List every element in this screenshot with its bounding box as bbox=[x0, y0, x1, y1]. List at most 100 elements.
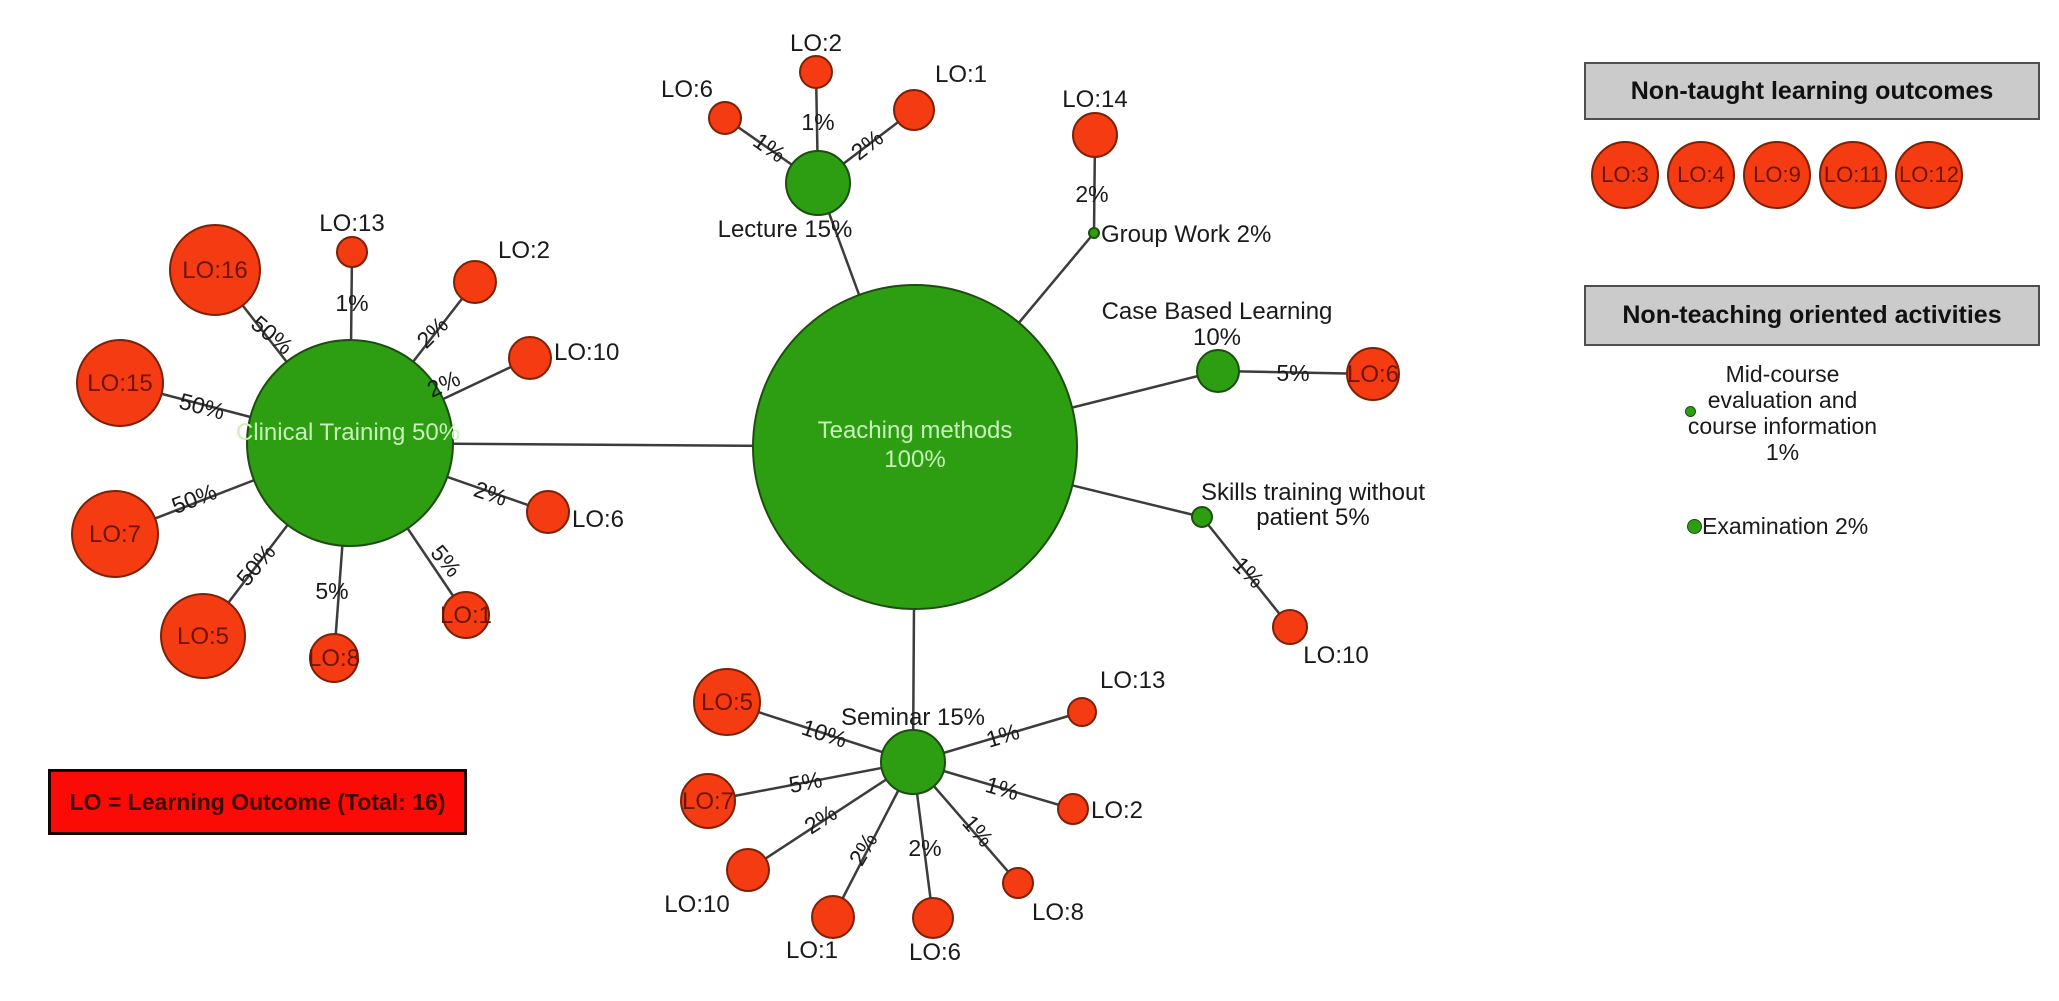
node-label-line: LO:10 bbox=[554, 339, 619, 366]
node-c_lo13-label: LO:13 bbox=[319, 210, 384, 237]
node-c_lo2-label: LO:2 bbox=[498, 237, 550, 264]
node-l_lo6-label: LO:6 bbox=[661, 76, 713, 103]
node-c_lo15-label: LO:15 bbox=[87, 370, 152, 397]
non-taught-outcome-label: LO:9 bbox=[1753, 162, 1801, 187]
non-taught-outcome-label: LO:12 bbox=[1899, 162, 1959, 187]
edge-label: 5% bbox=[787, 766, 825, 798]
edge-label: 1% bbox=[957, 810, 998, 852]
node-se_lo2-label: LO:2 bbox=[1091, 797, 1143, 824]
node-label-line: LO:13 bbox=[319, 210, 384, 237]
node-label-line: Case Based Learning bbox=[1102, 298, 1333, 325]
node-se_lo7-circle bbox=[680, 773, 736, 829]
edge-seminar-se_lo7 bbox=[707, 760, 914, 803]
edge-label: 1% bbox=[983, 718, 1022, 753]
edge-label: 50% bbox=[231, 539, 281, 591]
edge-label: 2% bbox=[471, 476, 511, 511]
node-g_lo14-circle bbox=[1072, 112, 1118, 158]
node-clinical-circle bbox=[246, 339, 454, 547]
node-label-line: LO:7 bbox=[682, 788, 734, 815]
node-cb_lo6-label: LO:6 bbox=[1347, 361, 1399, 388]
node-se_lo10-circle bbox=[726, 848, 770, 892]
node-groupwork-label: Group Work 2% bbox=[1101, 221, 1271, 248]
node-se_lo8-label: LO:8 bbox=[1032, 899, 1084, 926]
node-se_lo5-label: LO:5 bbox=[701, 689, 753, 716]
node-se_lo6-circle bbox=[912, 897, 954, 939]
node-label-line: Skills training without bbox=[1201, 479, 1425, 506]
node-lecture-label: Lecture 15% bbox=[718, 216, 853, 243]
node-c_lo1-circle bbox=[442, 591, 490, 639]
non-taught-outcome-circle: LO:12 bbox=[1895, 141, 1963, 209]
node-label-line: Teaching methods bbox=[818, 417, 1013, 444]
node-label-line: LO:1 bbox=[935, 61, 987, 88]
edge-label: 1% bbox=[801, 109, 834, 135]
node-label-line: LO:16 bbox=[182, 257, 247, 284]
node-lecture-circle bbox=[785, 150, 851, 216]
node-label-line: LO:8 bbox=[1032, 899, 1084, 926]
node-label-line: LO:5 bbox=[701, 689, 753, 716]
node-c_lo2-circle bbox=[453, 260, 497, 304]
node-s_lo10-circle bbox=[1272, 609, 1308, 645]
node-l_lo1-circle bbox=[893, 89, 935, 131]
edge-label: 5% bbox=[315, 578, 348, 604]
node-l_lo1-label: LO:1 bbox=[935, 61, 987, 88]
node-label-line: LO:1 bbox=[440, 602, 492, 629]
node-label-line: LO:2 bbox=[1091, 797, 1143, 824]
node-groupwork-circle bbox=[1088, 227, 1100, 239]
edge-label: 5% bbox=[1276, 360, 1309, 386]
edge-label: 50% bbox=[168, 478, 220, 519]
activity-examination: Examination 2% bbox=[1702, 513, 1868, 540]
node-label-line: LO:14 bbox=[1062, 86, 1127, 113]
node-label-line: LO:6 bbox=[661, 76, 713, 103]
node-label-line: LO:15 bbox=[87, 370, 152, 397]
node-label-line: LO:10 bbox=[1303, 642, 1368, 669]
node-label-line: LO:6 bbox=[572, 506, 624, 533]
node-label-line: LO:5 bbox=[177, 623, 229, 650]
non-taught-outcome-circle: LO:4 bbox=[1667, 141, 1735, 209]
node-c_lo10-circle bbox=[508, 336, 552, 380]
node-skills-label: Skills training without patient 5% bbox=[1201, 479, 1425, 531]
edge-label: 2% bbox=[1075, 181, 1108, 207]
activity-midcourse-evaluation: Mid-course evaluation and course informati… bbox=[1655, 361, 1910, 465]
legend-box: LO = Learning Outcome (Total: 16) bbox=[48, 769, 467, 835]
node-s_lo10-label: LO:10 bbox=[1303, 642, 1368, 669]
non-teaching-header: Non-teaching oriented activities bbox=[1584, 285, 2040, 346]
non-taught-outcome-circle: LO:9 bbox=[1743, 141, 1811, 209]
node-l_lo2-label: LO:2 bbox=[790, 30, 842, 57]
node-se_lo2-circle bbox=[1057, 793, 1089, 825]
node-l_lo6-circle bbox=[708, 101, 742, 135]
node-label-line: Lecture 15% bbox=[718, 216, 853, 243]
non-taught-outcome-label: LO:11 bbox=[1823, 162, 1883, 187]
node-label-line: Clinical Training 50% bbox=[236, 419, 460, 446]
node-skills-circle bbox=[1191, 506, 1213, 528]
node-c_lo8-circle bbox=[309, 633, 359, 683]
node-c_lo1-label: LO:1 bbox=[440, 602, 492, 629]
node-c_lo6-circle bbox=[526, 490, 570, 534]
node-label-line: LO:6 bbox=[909, 939, 961, 966]
edge-label: 50% bbox=[176, 388, 227, 425]
node-cbl-circle bbox=[1196, 349, 1240, 393]
node-cb_lo6-circle bbox=[1346, 347, 1400, 401]
node-c_lo5-circle bbox=[160, 593, 246, 679]
edge-label: 1% bbox=[335, 290, 368, 316]
node-seminar-label: Seminar 15% bbox=[841, 704, 985, 731]
node-g_lo14-label: LO:14 bbox=[1062, 86, 1127, 113]
node-c_lo10-label: LO:10 bbox=[554, 339, 619, 366]
node-clinical-label: Clinical Training 50% bbox=[236, 419, 460, 446]
node-label-line: LO:1 bbox=[786, 937, 838, 964]
non-taught-outcome-circle: LO:11 bbox=[1819, 141, 1887, 209]
edge-label: 2% bbox=[846, 124, 888, 165]
edge-label: 1% bbox=[983, 771, 1022, 805]
node-se_lo5-circle bbox=[693, 668, 761, 736]
edge-label: 1% bbox=[749, 127, 791, 167]
edge-label: 50% bbox=[246, 310, 298, 360]
node-se_lo8-circle bbox=[1002, 867, 1034, 899]
non-taught-outcomes-row: LO:3 LO:4 LO:9 LO:11 LO:12 bbox=[1591, 141, 1963, 209]
node-se_lo1-circle bbox=[811, 895, 855, 939]
edge-label: 2% bbox=[908, 835, 941, 861]
edge-label: 5% bbox=[425, 540, 466, 582]
green-dot-icon bbox=[1687, 519, 1702, 534]
node-c_lo15-circle bbox=[76, 339, 164, 427]
node-label-line: LO:10 bbox=[664, 891, 729, 918]
non-taught-outcome-label: LO:3 bbox=[1601, 162, 1649, 187]
